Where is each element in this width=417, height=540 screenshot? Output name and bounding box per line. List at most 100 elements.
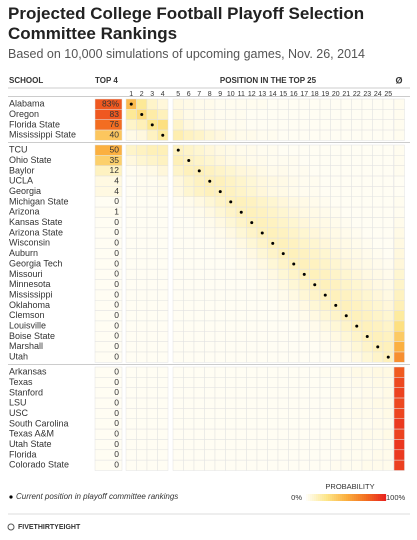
cell (351, 351, 363, 363)
cell (125, 377, 137, 388)
cell (204, 366, 216, 378)
cell (204, 248, 216, 260)
cell (256, 129, 268, 141)
cell (136, 227, 148, 239)
cell (288, 268, 300, 280)
cell (351, 449, 363, 461)
cell (393, 459, 405, 471)
cell (125, 320, 137, 332)
cell (319, 351, 331, 363)
cell (298, 227, 310, 239)
cell (246, 289, 258, 301)
top4-cell (94, 129, 123, 141)
cell (136, 217, 148, 229)
cell (393, 144, 405, 156)
cell (214, 320, 226, 332)
cell (382, 397, 394, 409)
cell (288, 129, 300, 141)
cell (351, 377, 363, 388)
cell (309, 351, 321, 363)
cell (256, 428, 268, 440)
cell (330, 408, 342, 419)
cell (288, 300, 300, 311)
cell (340, 258, 352, 270)
cell (277, 237, 289, 249)
cell (256, 289, 268, 301)
top4-label: 40 (110, 129, 120, 139)
cell (361, 248, 373, 260)
cell (225, 366, 237, 378)
cell (246, 175, 258, 187)
cell (214, 310, 226, 322)
cell (298, 186, 310, 197)
team-name: Florida (9, 449, 37, 459)
cell (183, 196, 195, 208)
cell (309, 320, 321, 332)
cell (319, 217, 331, 229)
cell (246, 300, 258, 311)
cell (246, 418, 258, 430)
cell (256, 279, 268, 291)
top4-label: 0 (114, 387, 119, 397)
cell (298, 129, 310, 141)
cell (372, 300, 384, 311)
cell (267, 186, 279, 197)
current-position-dot (334, 303, 338, 307)
cell (136, 439, 148, 451)
cell (277, 155, 289, 166)
cell (298, 449, 310, 461)
cell (309, 408, 321, 419)
cell (267, 397, 279, 409)
cell (382, 387, 394, 399)
legend-max: 100% (386, 493, 406, 502)
cell (136, 449, 148, 461)
cell (183, 449, 195, 461)
cell (256, 186, 268, 197)
cell (246, 206, 258, 218)
top4-label: 0 (114, 439, 119, 449)
cell (267, 439, 279, 451)
footer-logo (7, 523, 15, 531)
cell (125, 428, 137, 440)
cell (204, 408, 216, 419)
cell (246, 331, 258, 342)
chart-title: Projected College Football Playoff Selec… (8, 4, 365, 43)
legend-swatch (338, 494, 341, 501)
cell (146, 268, 158, 280)
cell (204, 119, 216, 131)
cell (214, 206, 226, 218)
school-header: SCHOOL (9, 76, 43, 85)
cell (183, 289, 195, 301)
cell (267, 310, 279, 322)
cell (214, 217, 226, 229)
cell (340, 237, 352, 249)
cell (136, 310, 148, 322)
cell (330, 119, 342, 131)
cell (340, 155, 352, 166)
cell (267, 155, 279, 166)
cell (136, 258, 148, 270)
cell (146, 175, 158, 187)
cell (351, 155, 363, 166)
top4-label: 0 (114, 238, 119, 248)
cell (319, 144, 331, 156)
cell (393, 397, 405, 409)
cell (382, 341, 394, 353)
cell (361, 408, 373, 419)
cell (319, 175, 331, 187)
cell (382, 320, 394, 332)
cell (225, 289, 237, 301)
cell (225, 248, 237, 260)
current-position-dot (239, 210, 243, 214)
cell (246, 258, 258, 270)
cell (288, 408, 300, 419)
legend-swatch (380, 494, 383, 501)
cell (204, 387, 216, 399)
cell (340, 98, 352, 110)
cell (172, 268, 184, 280)
position-label: 7 (197, 91, 201, 98)
cell (136, 268, 148, 280)
cell (235, 449, 247, 461)
cell (235, 186, 247, 197)
legend-swatch (332, 494, 335, 501)
